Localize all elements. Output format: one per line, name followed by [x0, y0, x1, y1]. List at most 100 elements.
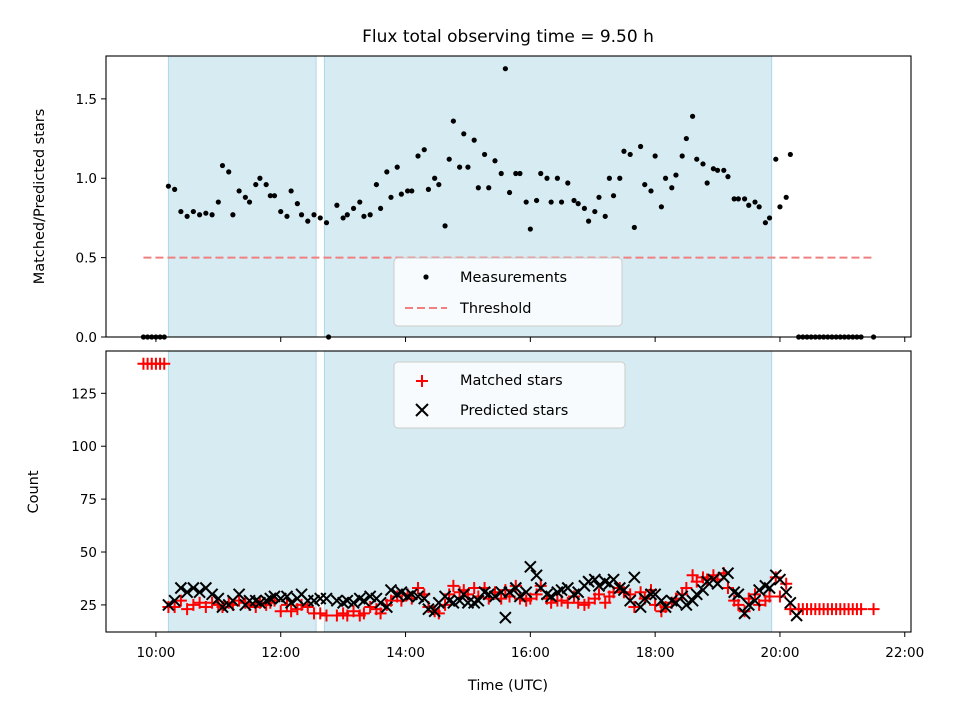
- x-tick-label: 18:00: [636, 645, 675, 661]
- predicted-stars-point: [524, 560, 537, 574]
- predicted-stars-point: [162, 598, 175, 612]
- measurements-point: [517, 170, 523, 177]
- measurements-point: [721, 167, 727, 173]
- measurements-point: [298, 212, 305, 218]
- measurements-point: [592, 208, 598, 215]
- measurements-point: [357, 199, 363, 205]
- measurements-point: [694, 156, 700, 162]
- predicted-stars-point: [212, 592, 225, 605]
- predicted-stars-point: [686, 594, 699, 607]
- measurements-point: [746, 202, 752, 208]
- measurements-point: [585, 218, 592, 224]
- measurements-point: [344, 212, 350, 218]
- measurements-point: [288, 188, 294, 194]
- matched-stars-point: [233, 594, 246, 607]
- predicted-stars-point: [588, 573, 602, 586]
- predicted-stars-point: [655, 594, 668, 607]
- matched-stars-point: [686, 569, 699, 582]
- measurements-point: [658, 204, 664, 210]
- matched-stars-point: [158, 357, 171, 370]
- measurements-point: [558, 199, 565, 205]
- measurements-point: [398, 191, 404, 197]
- matched-stars-point: [773, 590, 786, 603]
- matched-stars-point: [187, 598, 200, 611]
- measurements-point: [242, 194, 248, 200]
- matched-stars-point: [412, 581, 425, 594]
- predicted-stars-point: [457, 588, 470, 601]
- predicted-stars-point: [628, 571, 641, 584]
- measurements-point: [523, 199, 529, 205]
- measurements-point: [471, 137, 477, 143]
- matched-stars-point: [561, 596, 574, 609]
- predicted-stars-point: [232, 588, 246, 601]
- measurements-point: [388, 194, 394, 200]
- measurements-point: [334, 202, 340, 208]
- y-tick-label: 0.5: [76, 251, 97, 267]
- measurements-point: [457, 164, 463, 170]
- measurements-point: [492, 158, 498, 164]
- count-legend: Matched stars Predicted stars: [393, 361, 626, 429]
- matched-stars-point: [738, 605, 751, 618]
- measurements-point: [209, 212, 215, 218]
- matched-stars-point: [193, 596, 206, 609]
- legend-label-matched: Matched stars: [460, 373, 563, 389]
- predicted-stars-point: [347, 596, 360, 610]
- matched-stars-point: [732, 598, 745, 611]
- predicted-stars-point: [690, 588, 703, 601]
- predicted-stars-point: [592, 579, 606, 593]
- matched-stars-point: [769, 571, 782, 584]
- matched-stars-point: [468, 581, 481, 594]
- measurements-point: [513, 170, 519, 177]
- measurements-point: [384, 169, 390, 175]
- measurements-point: [683, 135, 689, 142]
- matched-stars-point: [582, 596, 595, 609]
- predicted-stars-point: [320, 592, 333, 605]
- measurements-point: [548, 199, 554, 205]
- ratio-legend-box: [393, 257, 623, 327]
- predicted-stars-point: [168, 594, 181, 607]
- measurements-point: [652, 153, 658, 159]
- y-tick-label: 100: [71, 439, 97, 455]
- matched-stars-point: [867, 603, 880, 616]
- matched-stars-point: [320, 609, 333, 622]
- matched-stars-point: [174, 594, 187, 607]
- measurements-point: [226, 169, 232, 175]
- predicted-stars-point: [488, 590, 502, 603]
- x-tick-label: 20:00: [761, 645, 800, 661]
- observing-window-1: [167, 350, 317, 633]
- measurements-point: [172, 186, 178, 192]
- measurements-point: [783, 194, 789, 200]
- predicted-stars-point: [418, 592, 431, 605]
- measurements-point: [752, 199, 758, 205]
- measurements-point: [610, 193, 617, 199]
- measurements-point: [263, 181, 269, 188]
- measurements-point: [253, 181, 259, 188]
- measurements-point: [446, 156, 452, 162]
- predicted-stars-point: [380, 600, 394, 614]
- measurements-point: [236, 188, 242, 194]
- measurements-point: [203, 210, 209, 216]
- matched-stars-point: [285, 605, 298, 618]
- matched-stars-point: [341, 609, 354, 622]
- predicted-stars-point: [738, 607, 751, 620]
- measurements-point: [596, 194, 602, 200]
- matched-stars-point: [206, 596, 219, 609]
- measurements-point: [571, 197, 577, 204]
- ratio-legend: Measurements Threshold: [393, 257, 623, 327]
- measurements-point: [450, 118, 456, 124]
- measurements-point: [405, 188, 411, 194]
- matched-stars-point: [676, 588, 689, 601]
- matched-stars-point: [530, 588, 543, 601]
- measurements-point: [506, 189, 513, 196]
- predicted-stars-point: [763, 581, 776, 595]
- measurements-point: [642, 181, 648, 188]
- measurements-point: [284, 213, 290, 219]
- matched-stars-point: [780, 577, 793, 590]
- predicted-stars-point: [544, 590, 558, 603]
- measurements-point: [197, 212, 203, 218]
- matched-stars-point: [628, 601, 641, 614]
- matched-stars-point: [499, 584, 512, 597]
- matched-stars-point: [701, 573, 714, 586]
- y-tick-label: 0.0: [76, 330, 97, 346]
- predicted-stars-point: [790, 609, 803, 622]
